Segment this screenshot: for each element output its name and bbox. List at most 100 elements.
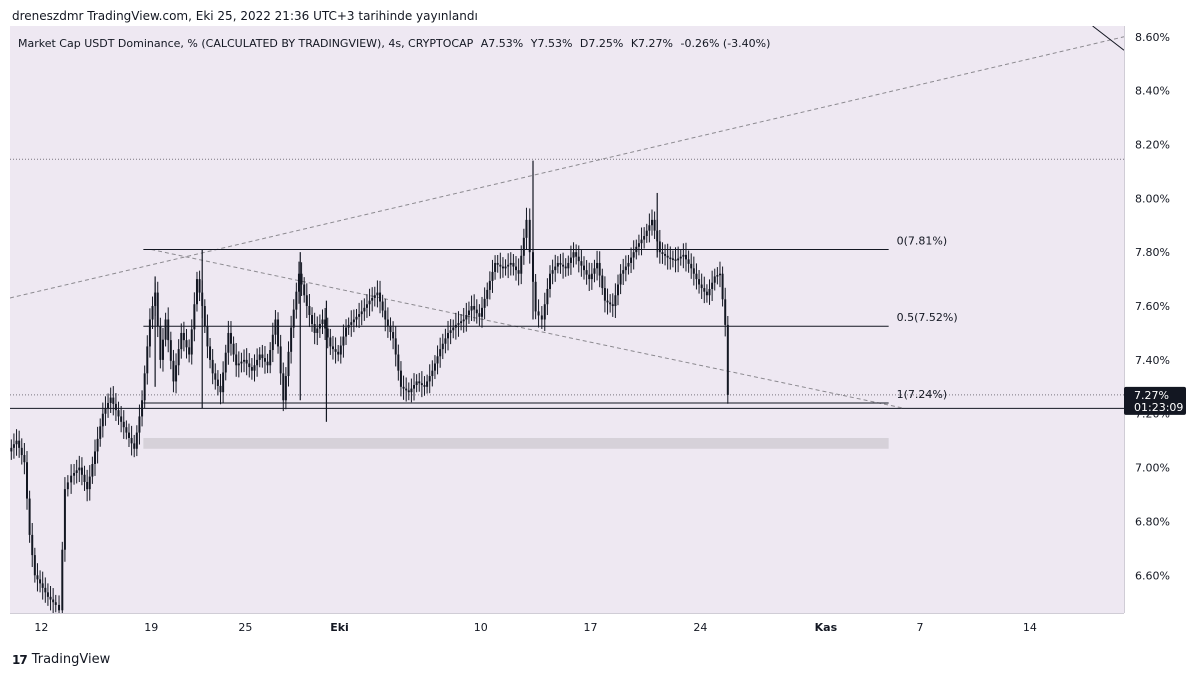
candle-body [669,257,672,260]
candle-body [684,254,687,260]
candle-body [23,455,26,463]
candle-body [528,219,531,253]
candle-body [556,262,559,267]
candle-body [447,332,450,339]
candle-body [96,438,99,452]
candle-body [15,440,18,445]
candle-body [229,332,232,344]
candle-body [284,376,287,401]
candle-body [326,328,329,338]
candle-body [635,246,638,253]
candle-body [525,219,528,238]
candle-body [368,300,371,305]
candle-body [112,397,115,404]
candle-body [692,268,695,274]
candle-body [449,330,452,333]
footer-brand[interactable]: 17 TradingView [12,652,110,667]
candle-body [117,410,120,417]
candle-body [452,327,455,331]
candle-body [91,464,94,477]
brand-name: TradingView [31,652,111,667]
time-tick-label: 17 [584,621,598,634]
candle-body [619,273,622,285]
candle-body [622,270,625,274]
candle-body [687,259,690,264]
candle-body [501,266,504,269]
candle-body [575,252,578,257]
candle-body [436,356,439,364]
candle-body [219,385,222,393]
candle-body [554,266,557,271]
candle-body [39,579,42,584]
candle-body [517,270,520,274]
candle-body [135,432,138,449]
candle-body [318,323,321,329]
candle-body [650,219,653,226]
candle-body [107,402,110,409]
candle-body [666,255,669,258]
candle-body [371,297,374,301]
candle-body [465,315,468,320]
candle-body [564,266,567,269]
candle-body [358,314,361,317]
price-axis[interactable] [1124,26,1200,613]
candle-body [695,273,698,280]
candle-body [188,347,191,355]
candle-body [295,291,298,310]
candle-body [512,262,515,267]
candle-body [345,327,348,337]
candle-body [478,313,481,317]
candle-body [415,381,418,386]
candle-body [130,437,133,444]
candle-body [582,265,585,271]
candle-body [488,280,491,290]
chart-area[interactable] [10,26,1124,613]
candle-body [515,266,518,271]
candle-body [329,337,332,347]
candle-body [10,447,13,452]
candle-body [66,482,69,490]
candle-body [125,427,128,433]
candle-body [360,311,363,315]
candle-body [316,328,319,333]
candle-body [569,257,572,263]
candle-body [245,359,248,364]
bar-countdown-label: 01:23:09 [1134,401,1183,414]
candle-body [61,549,64,611]
time-tick-label: 24 [693,621,707,634]
candle-body [423,385,426,387]
time-axis[interactable] [10,613,1124,642]
time-tick-label: 14 [1023,621,1037,634]
candle-body [109,397,112,403]
candle-body [534,281,537,312]
candle-body [627,262,630,267]
candle-body [313,323,316,333]
candle-body [237,363,240,366]
candle-body [337,351,340,355]
candle-body [127,432,130,438]
candle-body [486,289,489,299]
candle-body [460,321,463,324]
trendline [151,249,905,409]
trendline [1092,26,1124,51]
candle-body [133,443,136,449]
candle-body [637,243,640,247]
candle-body [347,324,350,328]
candle-body [397,354,400,371]
candle-body [86,481,89,490]
tradingview-logo-icon: 17 [12,652,28,667]
candle-body [580,261,583,266]
candle-body [143,373,146,401]
candle-body [290,327,293,352]
time-tick-label: 7 [917,621,924,634]
candle-body [661,252,664,254]
candle-body [596,262,599,269]
candle-body [167,319,170,341]
candle-body [537,311,540,316]
candle-body [389,325,392,333]
candle-body [214,373,217,380]
candle-body [559,262,562,265]
candle-body [300,273,303,285]
candle-body [491,271,494,281]
